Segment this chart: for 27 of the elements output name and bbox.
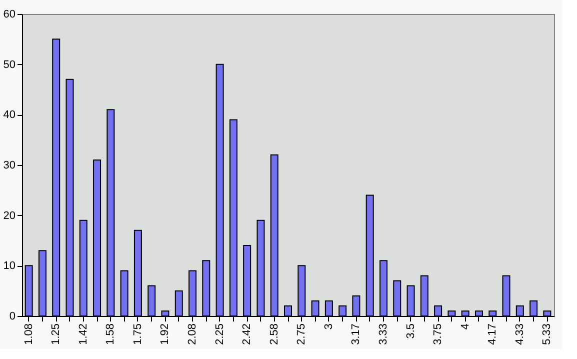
- x-tick-label: 3: [322, 324, 335, 330]
- y-tick-label: 30: [3, 160, 16, 172]
- y-tick-label: 50: [3, 58, 16, 71]
- x-tick-label: 1.25: [50, 324, 62, 345]
- x-tick-label: 2.25: [214, 324, 226, 345]
- x-tick-label: 2.08: [186, 324, 199, 345]
- x-tick-label: 4.17: [486, 324, 499, 345]
- y-tick-label: 40: [3, 109, 16, 122]
- y-tick-label: 0: [9, 310, 16, 322]
- x-tick-label: 1.58: [104, 324, 117, 345]
- x-tick-label: 2.42: [241, 324, 254, 345]
- x-tick-label: 4.33: [514, 324, 526, 345]
- x-tick-label: 1.08: [22, 324, 35, 345]
- x-tick-label: 1.92: [159, 324, 172, 345]
- y-tick-label: 20: [3, 210, 16, 222]
- x-tick-label: 3.17: [350, 324, 362, 345]
- x-tick-label: 4: [459, 324, 472, 330]
- y-tick-label: 10: [3, 260, 16, 272]
- x-tick-label: 2.58: [268, 324, 280, 345]
- x-tick-label: 3.33: [377, 324, 390, 345]
- y-tick-label: 60: [3, 8, 16, 20]
- x-tick-label: 3.5: [404, 324, 417, 339]
- x-tick-label: 2.75: [296, 324, 308, 345]
- x-tick-label: 3.75: [432, 324, 444, 345]
- x-tick-label: 1.75: [132, 324, 144, 345]
- x-tick-label: 5.33: [541, 324, 554, 345]
- x-tick-label: 1.42: [77, 324, 90, 345]
